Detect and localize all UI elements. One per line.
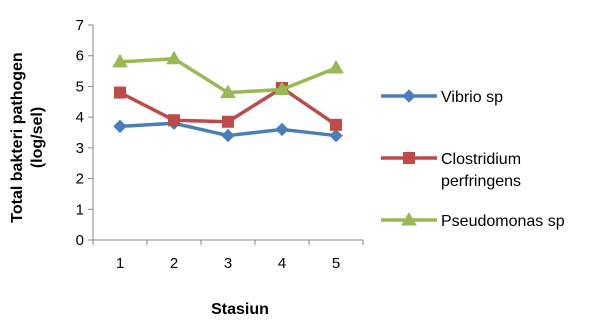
legend-marker xyxy=(401,212,417,226)
data-point xyxy=(329,128,343,143)
x-axis-title: Stasiun xyxy=(211,301,269,318)
y-axis-title-line: (log/sel) xyxy=(29,107,46,168)
data-point xyxy=(330,118,342,131)
y-tick-label: 1 xyxy=(76,201,84,218)
data-point xyxy=(220,84,236,99)
x-tick-label: 2 xyxy=(170,255,178,272)
data-point xyxy=(112,53,128,68)
y-tick-label: 6 xyxy=(76,48,84,65)
data-point xyxy=(275,122,289,137)
series-diamond xyxy=(113,116,343,143)
data-point xyxy=(114,86,126,99)
legend-label: Pseudomonas sp xyxy=(441,213,565,230)
x-tick-label: 3 xyxy=(224,255,232,272)
y-axis-ticks: 0 1 2 3 4 5 6 7 xyxy=(76,17,93,249)
x-axis-ticks: 1 2 3 4 5 xyxy=(92,240,364,272)
y-tick-label: 7 xyxy=(76,17,84,34)
x-tick-label: 5 xyxy=(332,255,340,272)
legend-item: Clostridium perfringens xyxy=(381,151,521,190)
y-tick-label: 0 xyxy=(76,232,84,249)
data-point xyxy=(328,60,344,74)
legend-item: Vibrio sp xyxy=(381,89,503,106)
y-tick-label: 2 xyxy=(76,171,84,188)
data-point xyxy=(168,114,180,127)
legend-label: Vibrio sp xyxy=(441,89,503,106)
data-point xyxy=(274,81,290,95)
y-tick-label: 5 xyxy=(76,78,84,95)
legend: Vibrio sp Clostridium perfringens Pseudomon… xyxy=(381,89,565,230)
data-point xyxy=(166,50,182,65)
series-layer xyxy=(112,50,344,143)
x-tick-label: 1 xyxy=(116,255,124,272)
y-tick-label: 4 xyxy=(76,109,84,126)
y-axis-title: Total bakteri pathogen (log/sel) xyxy=(9,52,46,222)
y-tick-label: 3 xyxy=(76,140,84,157)
x-tick-label: 4 xyxy=(278,255,286,272)
legend-marker xyxy=(403,152,415,164)
data-point xyxy=(222,115,234,128)
legend-marker xyxy=(402,89,416,103)
legend-label: perfringens xyxy=(441,173,521,190)
legend-item: Pseudomonas sp xyxy=(381,212,565,230)
data-point xyxy=(221,128,235,143)
legend-label: Clostridium xyxy=(441,151,521,168)
data-point xyxy=(113,119,127,134)
y-axis-title-line: Total bakteri pathogen xyxy=(9,52,26,222)
series-triangle xyxy=(112,50,344,99)
